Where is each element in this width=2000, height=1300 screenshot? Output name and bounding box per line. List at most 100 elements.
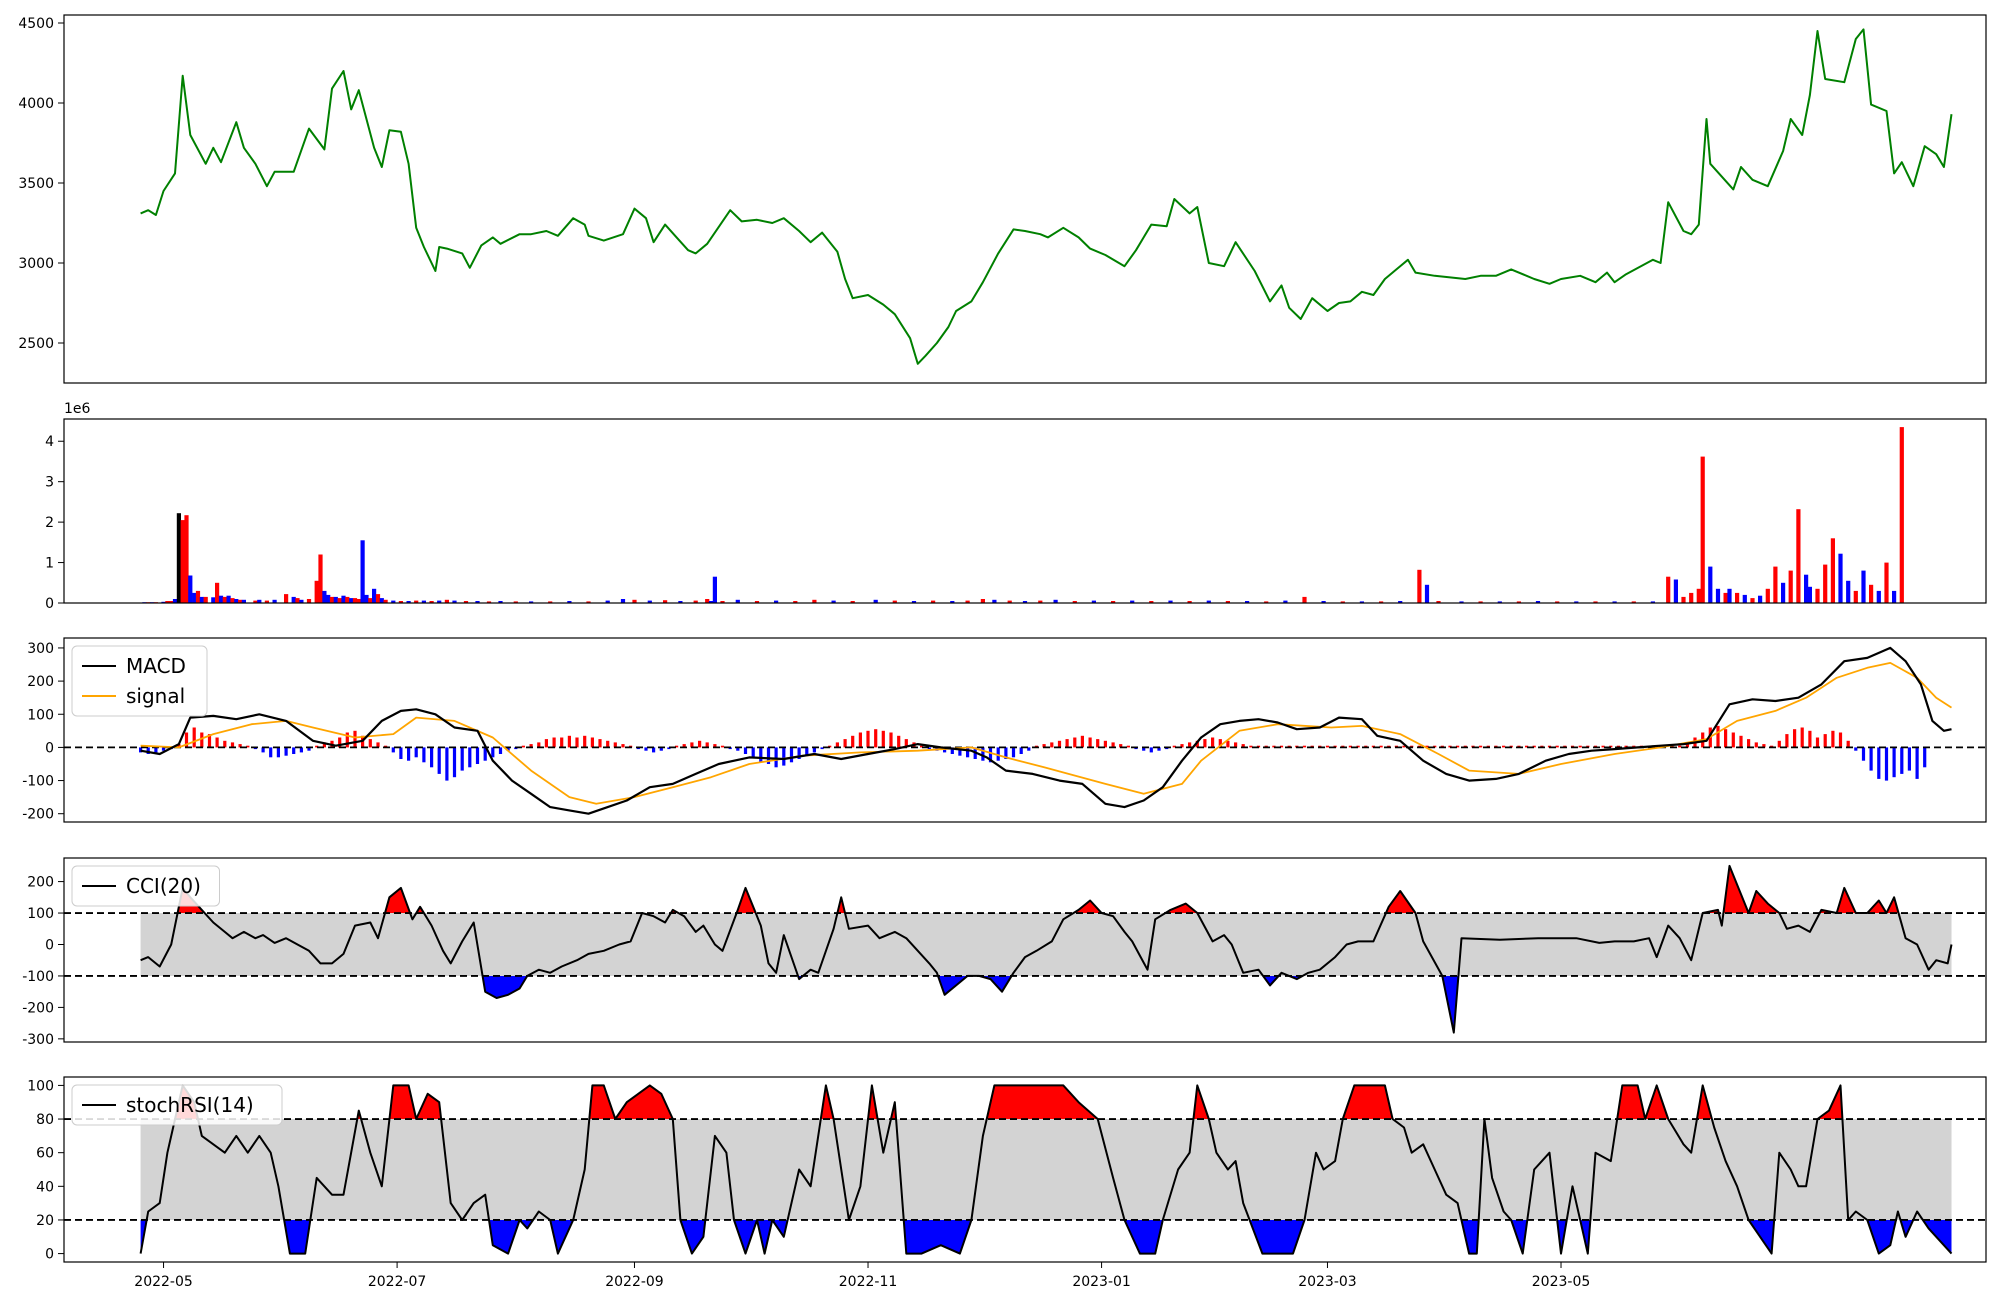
macd-legend-label-1: signal xyxy=(126,684,185,708)
volume-ytick-label-4: 4 xyxy=(45,434,54,450)
volume-plot-frame xyxy=(63,418,1987,604)
cci-legend xyxy=(71,865,220,907)
volume-bar xyxy=(1815,588,1820,603)
macd-histogram-bar xyxy=(950,747,954,754)
macd-histogram-bar xyxy=(1923,747,1927,768)
volume-bar xyxy=(349,598,354,603)
macd-histogram-bar xyxy=(667,747,671,750)
macd-ytick-label-1: -100 xyxy=(22,774,54,790)
volume-bar xyxy=(513,601,518,603)
volume-bar xyxy=(165,601,170,603)
stochrsi-ytick-label-0: 0 xyxy=(45,1247,54,1263)
volume-bar xyxy=(364,594,369,603)
volume-bar xyxy=(352,598,358,603)
volume-ytick-label-3: 3 xyxy=(45,475,54,491)
macd-histogram-bar xyxy=(1854,747,1858,751)
macd-histogram-bar xyxy=(184,732,189,748)
cci-ytick-label-5: 200 xyxy=(27,875,54,891)
volume-bar xyxy=(911,601,917,603)
macd-histogram-bar xyxy=(437,747,441,774)
volume-bar xyxy=(1884,562,1889,603)
cci-overbought-fill xyxy=(140,865,1952,914)
macd-histogram-bar xyxy=(843,739,847,748)
macd-histogram-bar xyxy=(927,747,931,750)
volume-bar xyxy=(647,600,652,603)
volume-bar xyxy=(272,599,277,603)
cci-legend-label-0: CCI(20) xyxy=(126,874,201,898)
volume-bar xyxy=(548,601,553,603)
volume-bar xyxy=(1072,601,1077,603)
volume-bar xyxy=(299,599,304,603)
volume-bar xyxy=(1359,601,1364,603)
volume-bar xyxy=(180,520,185,603)
volume-bar xyxy=(1283,600,1288,603)
volume-bar xyxy=(1497,601,1502,603)
stochrsi-ytick-label-5: 100 xyxy=(27,1078,54,1094)
macd-histogram-bar xyxy=(874,729,878,748)
macd-plot-frame xyxy=(63,637,1987,823)
volume-ytick-label-2: 2 xyxy=(45,515,54,531)
volume-bar xyxy=(663,600,668,603)
stochrsi-line xyxy=(139,1084,1953,1255)
macd-histogram-bar xyxy=(1479,745,1483,748)
volume-bar xyxy=(1899,427,1904,603)
volume-bar xyxy=(291,596,296,603)
volume-bar xyxy=(754,601,760,603)
macd-histogram-bar xyxy=(1831,730,1835,748)
macd-histogram-bar xyxy=(590,737,594,748)
macd-histogram-bar xyxy=(1555,745,1559,748)
macd-ytick-label-3: 100 xyxy=(27,707,54,723)
macd-histogram-bar xyxy=(996,747,1000,761)
volume-bar xyxy=(486,601,492,603)
volume-bar xyxy=(192,592,197,603)
macd-histogram-bar xyxy=(177,744,181,748)
volume-bar xyxy=(1869,584,1874,603)
volume-bar xyxy=(1516,601,1521,603)
macd-histogram-bar xyxy=(1272,745,1276,748)
macd-histogram-bar xyxy=(1724,729,1728,748)
stochrsi-plot-frame xyxy=(63,1076,1987,1263)
macd-ytick-label-5: 300 xyxy=(27,641,54,657)
macd-histogram-bar xyxy=(1302,745,1307,748)
macd-series-macd xyxy=(140,646,1952,815)
macd-histogram-bar xyxy=(200,732,204,748)
volume-bar xyxy=(1053,599,1058,603)
stochrsi-ytick-label-2: 40 xyxy=(36,1179,54,1195)
volume-bar xyxy=(295,598,300,603)
macd-histogram-bar xyxy=(1838,732,1843,748)
volume-bar xyxy=(444,599,449,603)
volume-bar xyxy=(1727,588,1732,603)
x-tick-label-2: 2022-09 xyxy=(605,1274,664,1290)
volume-bar xyxy=(1424,584,1430,603)
macd-histogram-bar xyxy=(261,747,265,753)
volume-bar xyxy=(176,513,181,603)
volume-bar xyxy=(1398,601,1403,603)
volume-bar xyxy=(215,582,220,603)
price-ytick-label-4: 4500 xyxy=(18,16,54,32)
volume-bar xyxy=(199,596,204,603)
macd-histogram-bar xyxy=(812,747,816,753)
volume-bar xyxy=(1723,592,1728,603)
volume-bar xyxy=(1340,601,1345,603)
macd-ytick-label-4: 200 xyxy=(27,674,54,690)
volume-bar xyxy=(1149,601,1154,603)
volume-bar xyxy=(337,598,342,603)
volume-bar xyxy=(693,600,698,603)
volume-bar xyxy=(322,590,327,603)
volume-bar xyxy=(1804,574,1809,603)
macd-histogram-bar xyxy=(1203,739,1207,748)
macd-histogram-bar xyxy=(1356,745,1360,748)
macd-histogram-bar xyxy=(797,747,801,759)
macd-histogram-bar xyxy=(736,747,740,751)
macd-histogram-bar xyxy=(468,747,472,768)
macd-histogram-bar xyxy=(720,745,725,748)
macd-histogram-bar xyxy=(207,734,212,748)
volume-bar xyxy=(184,515,189,603)
volume-bar xyxy=(375,594,381,603)
volume-bar xyxy=(567,601,572,603)
macd-histogram-bar xyxy=(238,744,242,748)
volume-bar xyxy=(812,599,817,603)
volume-bar xyxy=(720,601,725,603)
volume-bar xyxy=(1007,600,1012,603)
macd-histogram-bar xyxy=(215,737,219,748)
